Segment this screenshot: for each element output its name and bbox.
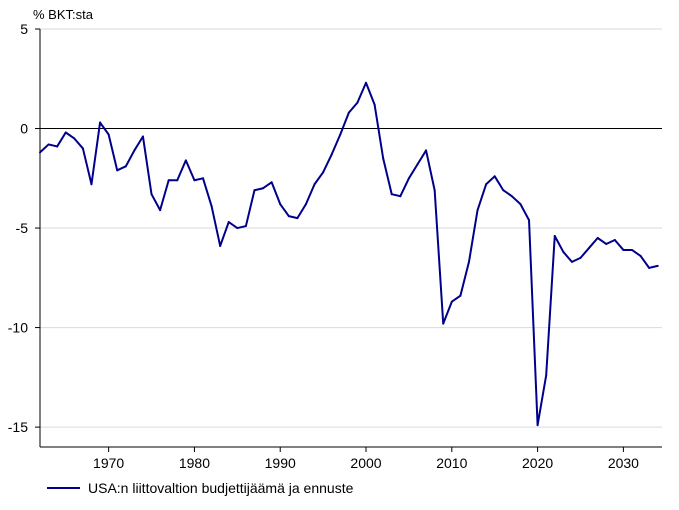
data-point <box>133 149 136 152</box>
data-point <box>176 179 179 182</box>
data-point <box>536 424 539 427</box>
data-point <box>656 264 659 267</box>
data-point <box>450 300 453 303</box>
data-point <box>304 203 307 206</box>
data-point <box>39 151 41 154</box>
x-tick-label: 1970 <box>93 455 124 471</box>
data-point <box>613 238 616 241</box>
data-point <box>167 179 170 182</box>
legend: USA:n liittovaltion budjettijäämä ja enn… <box>47 480 354 496</box>
data-point <box>322 171 325 174</box>
data-point <box>150 193 153 196</box>
x-tick-label: 2010 <box>436 455 467 471</box>
data-point <box>399 195 402 198</box>
data-point <box>459 294 462 297</box>
data-point <box>81 147 84 150</box>
data-point <box>416 163 419 166</box>
data-point <box>365 81 368 84</box>
data-point <box>347 111 350 114</box>
gridlines <box>40 28 662 428</box>
y-unit-label: % BKT:sta <box>33 7 94 22</box>
data-point <box>279 203 282 206</box>
data-point <box>253 189 256 192</box>
data-point <box>296 217 299 220</box>
data-point <box>485 183 488 186</box>
data-point <box>313 183 316 186</box>
data-point <box>476 209 479 212</box>
y-tick-label: -5 <box>16 220 29 236</box>
data-point <box>107 133 110 136</box>
data-point <box>493 175 496 178</box>
data-point <box>262 187 265 190</box>
data-point <box>330 153 333 156</box>
data-point <box>442 322 445 325</box>
legend-label: USA:n liittovaltion budjettijäämä ja enn… <box>88 480 354 496</box>
data-point <box>639 254 642 257</box>
data-point <box>64 131 67 134</box>
data-point <box>227 221 230 224</box>
data-point <box>210 205 213 208</box>
data-point <box>605 242 608 245</box>
data-point <box>90 183 93 186</box>
y-tick-label: 5 <box>20 21 28 37</box>
data-point <box>244 225 247 228</box>
y-axis: 5 0 -5 -10 -15 <box>8 21 40 435</box>
data-point <box>425 149 428 152</box>
data-point <box>648 266 651 269</box>
data-point <box>630 248 633 251</box>
data-point <box>73 137 76 140</box>
data-point <box>356 101 359 104</box>
data-point <box>47 143 50 146</box>
data-point <box>596 237 599 239</box>
data-point <box>390 193 393 196</box>
data-point <box>553 235 556 238</box>
series-group <box>39 81 659 427</box>
data-point <box>159 209 162 212</box>
x-tick-label: 1980 <box>179 455 210 471</box>
x-tick-label: 2020 <box>522 455 553 471</box>
y-tick-label: 0 <box>20 121 28 137</box>
data-point <box>510 195 513 198</box>
data-point <box>407 177 410 180</box>
data-point <box>545 374 548 377</box>
data-point <box>373 103 376 106</box>
x-tick-label: 1990 <box>265 455 296 471</box>
data-point <box>622 248 625 251</box>
data-point <box>382 157 385 160</box>
data-point <box>562 250 565 253</box>
data-point <box>519 203 522 206</box>
data-point <box>287 215 290 218</box>
data-point <box>99 121 102 124</box>
x-tick-label: 2000 <box>350 455 381 471</box>
data-point <box>588 246 591 249</box>
data-point <box>502 189 505 192</box>
data-point <box>193 179 196 182</box>
data-point <box>467 260 470 263</box>
data-point <box>202 177 205 180</box>
series-line <box>39 81 658 427</box>
data-point <box>339 133 342 136</box>
data-point <box>141 135 144 138</box>
data-point <box>570 260 573 263</box>
x-tick-label: 2030 <box>608 455 639 471</box>
data-point <box>184 159 187 162</box>
x-axis: 1970 1980 1990 2000 2010 2020 2030 <box>93 447 639 471</box>
data-point <box>124 165 127 168</box>
data-point <box>219 244 222 247</box>
data-point <box>433 189 436 192</box>
y-tick-label: -15 <box>8 419 28 435</box>
data-point <box>56 145 59 148</box>
y-tick-label: -10 <box>8 320 28 336</box>
data-point <box>579 256 582 259</box>
data-point <box>236 227 239 230</box>
data-point <box>528 219 531 222</box>
data-point <box>270 181 273 184</box>
data-point <box>116 169 119 172</box>
